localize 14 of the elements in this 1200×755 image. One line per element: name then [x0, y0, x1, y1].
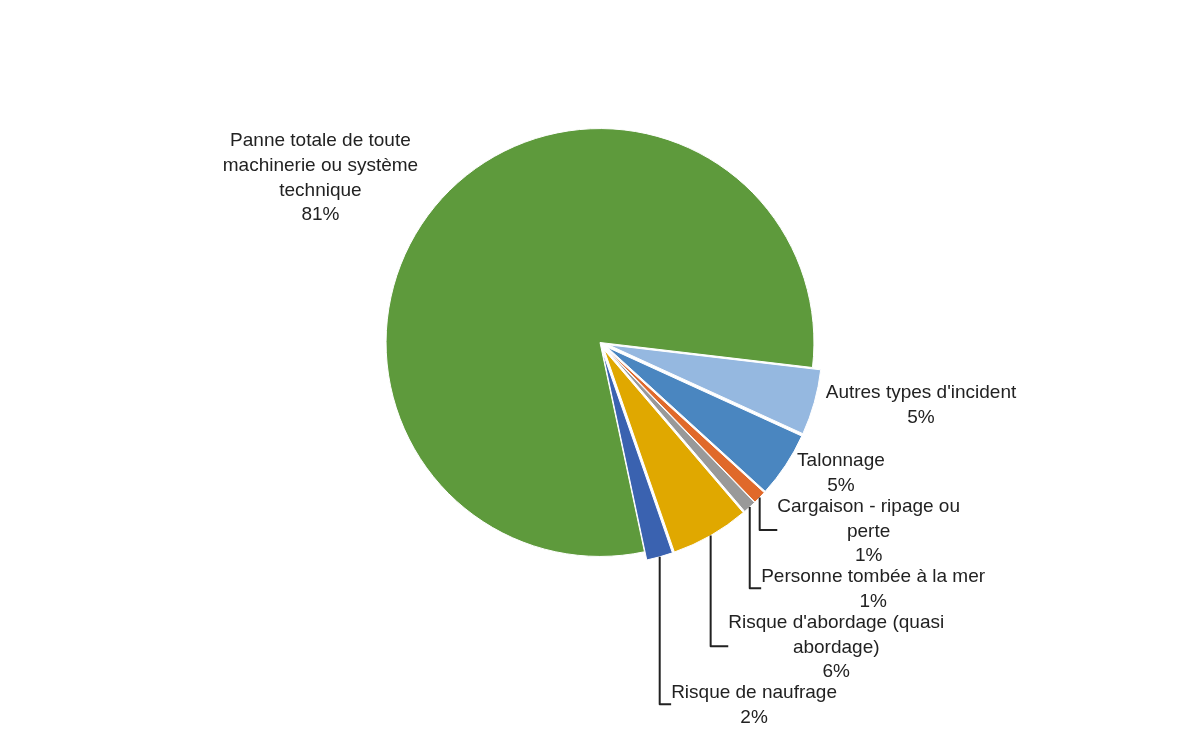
data-label: 5%: [907, 405, 935, 427]
slice-label: Risque de naufrage: [671, 681, 837, 703]
slice-label: Panne totale de toute machinerie ou système technique: [222, 129, 419, 200]
data-label: 81%: [301, 203, 340, 225]
slice-label: Risque d'abordage (quasi abordage): [728, 611, 945, 657]
data-label: 2%: [740, 706, 768, 728]
data-label: 1%: [854, 544, 883, 566]
slice-label: Cargaison - ripage ou perte: [777, 494, 960, 541]
data-label: 6%: [822, 660, 851, 682]
slice-label: Talonnage: [797, 449, 885, 471]
slice-label: Personne tombée à la mer: [761, 565, 986, 587]
slice-label: Autres types d'incident: [825, 381, 1017, 403]
data-label: 5%: [827, 473, 855, 495]
data-label: 1%: [859, 590, 887, 612]
